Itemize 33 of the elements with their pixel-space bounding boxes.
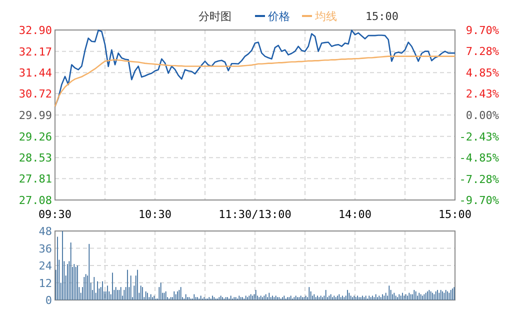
text: 15:00 [365,10,399,23]
x-tick-label: 09:30 [38,208,72,221]
y2-tick-label: 9.70% [466,24,500,37]
y2-tick-label: -7.28% [459,172,500,186]
x-tick-label: 11:30/13:00 [218,208,292,221]
y-tick-label: 27.81 [18,172,52,186]
line-series [54,56,456,108]
y-tick-label: 36 [38,242,52,256]
y-tick-label: 48 [38,225,52,238]
y-tick-label: 27.08 [18,194,52,207]
chart-title: 分时图 [198,10,232,23]
y-tick-label: 28.53 [18,152,52,165]
y-tick-label: 29.99 [18,109,52,122]
x-tick-label: 15:00 [438,208,472,221]
y-tick-label: 32.90 [18,24,52,37]
y2-tick-label: 2.43% [466,88,500,101]
y2-tick-label: 0.00% [466,109,500,122]
y-tick-label: 30.72 [18,88,52,101]
y-tick-label: 31.44 [18,66,52,80]
y-tick-label: 29.26 [18,130,52,144]
legend-label: 价格 [267,10,290,23]
x-tick-label: 10:30 [138,208,172,221]
y-tick-label: 24 [38,260,52,272]
y2-tick-label: 4.85% [466,66,500,80]
x-tick-label: 14:00 [338,208,372,221]
y-tick-label: 0 [45,294,52,307]
y-tick-label: 32.17 [18,45,52,58]
y2-tick-label: 7.28% [466,45,500,58]
y2-tick-label: -4.85% [459,152,500,164]
legend-label: 均线 [314,10,337,23]
y2-tick-label: -2.43% [459,130,500,144]
y2-tick-label: -9.70% [459,194,500,207]
y-tick-label: 12 [38,276,52,290]
